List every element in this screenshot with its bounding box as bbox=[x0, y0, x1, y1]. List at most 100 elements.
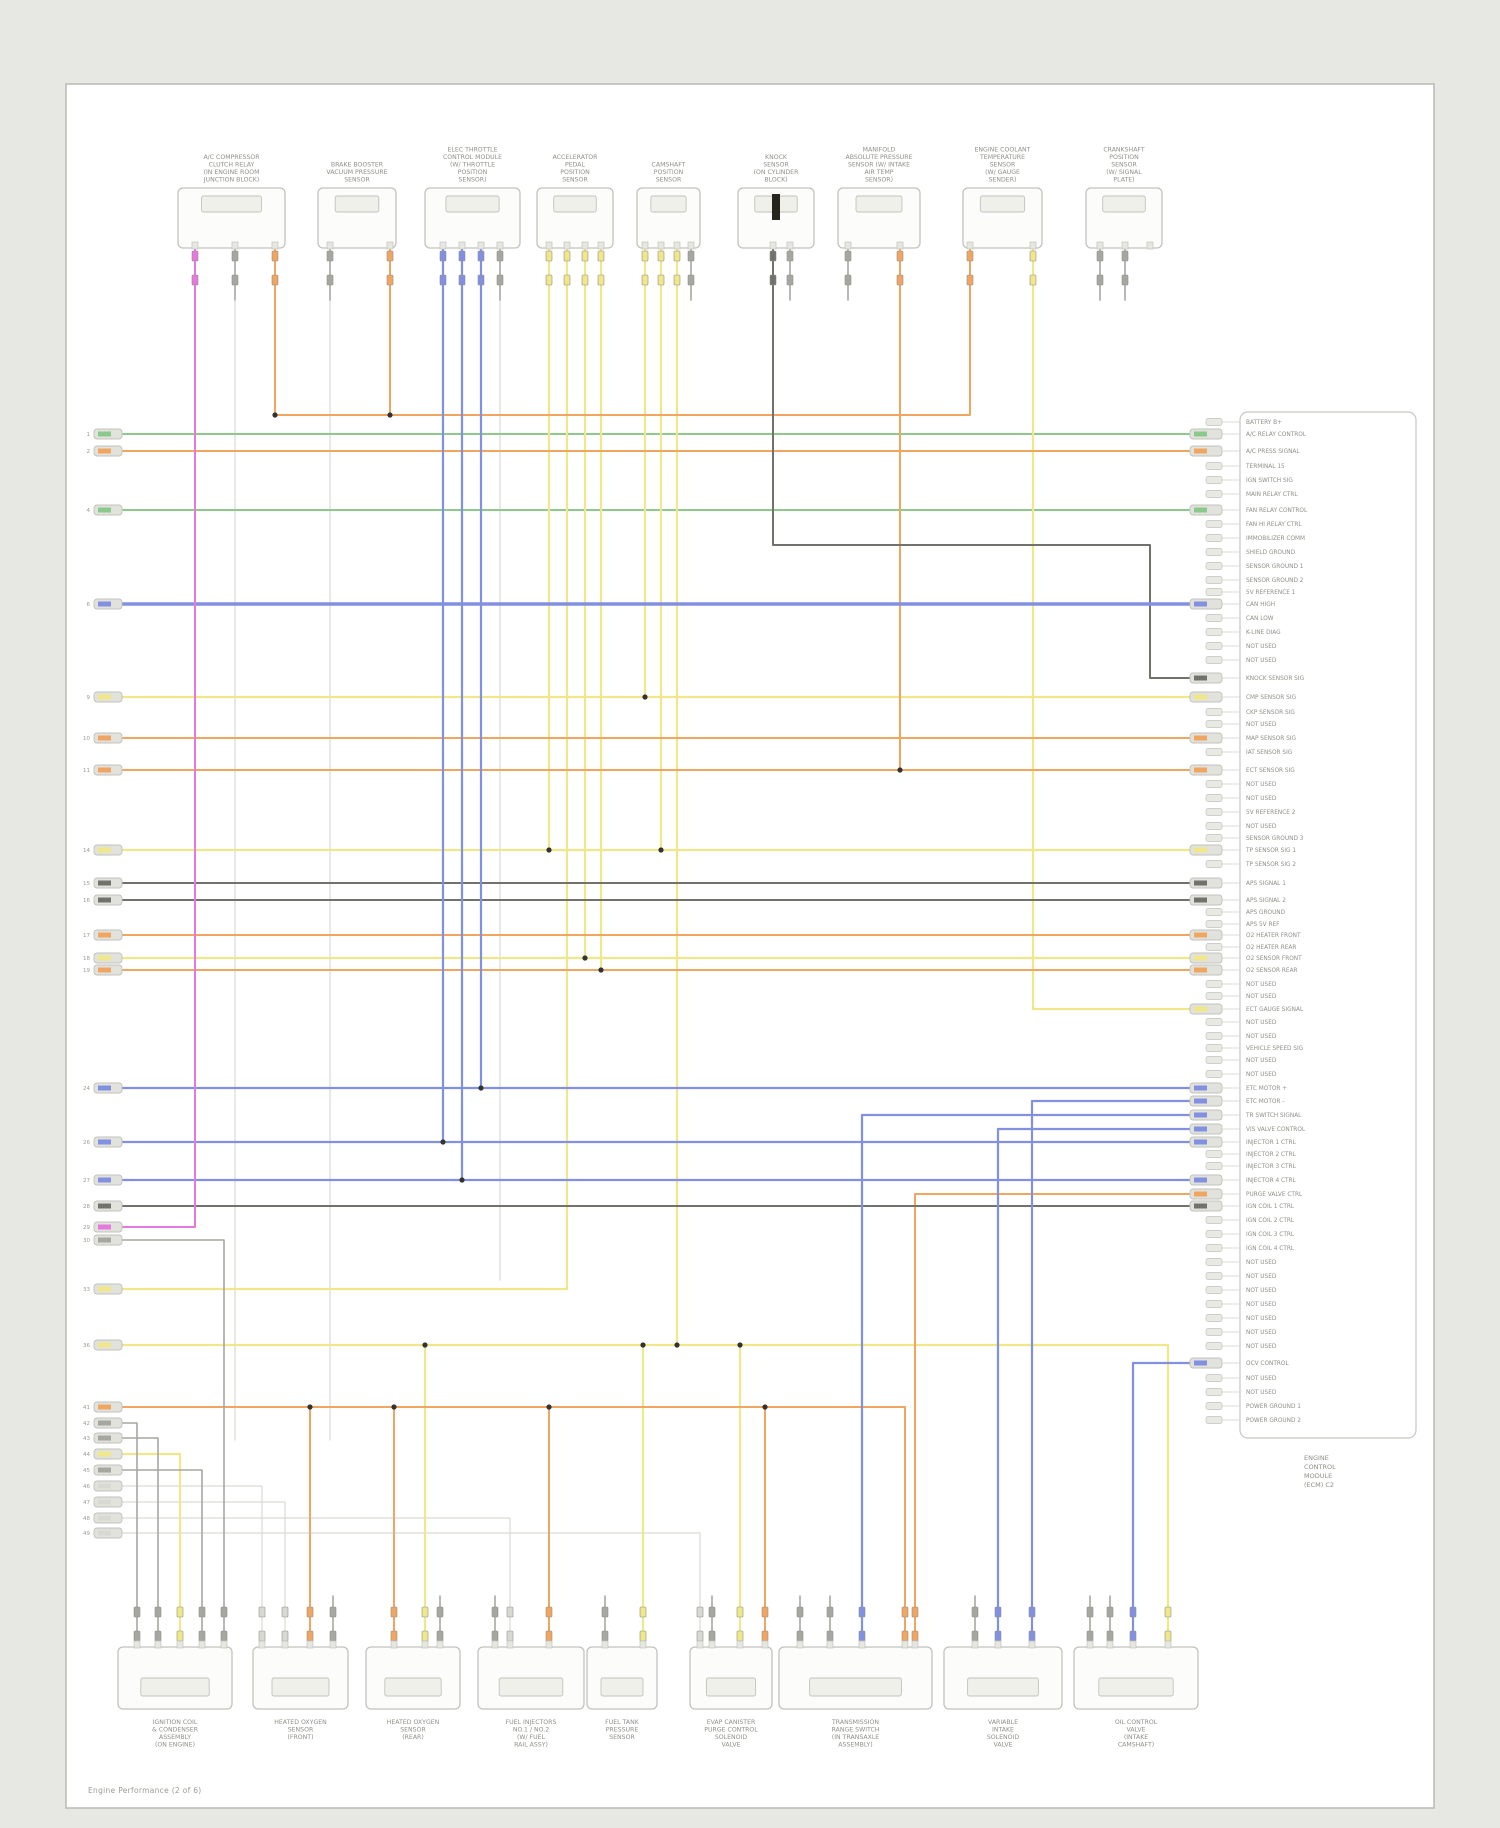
ecm-row-label: APS SIGNAL 2 bbox=[1246, 898, 1286, 904]
left-pin-color bbox=[98, 1286, 111, 1292]
terminal-mark bbox=[601, 1630, 609, 1642]
component-label: (ON CYLINDER bbox=[754, 169, 799, 176]
component-label: SENSOR bbox=[609, 1734, 635, 1741]
terminal-mark bbox=[639, 1606, 647, 1618]
component-label: CAMSHAFT bbox=[652, 162, 686, 169]
component-pin bbox=[601, 1640, 609, 1649]
ecm-pin-color bbox=[1194, 601, 1207, 607]
ecm-row-label: NOT USED bbox=[1246, 658, 1277, 664]
ecm-row-label: NOT USED bbox=[1246, 1302, 1277, 1308]
left-pin-number: 2 bbox=[87, 449, 91, 455]
component-label: EVAP CANISTER bbox=[707, 1719, 756, 1726]
terminal-mark bbox=[597, 274, 605, 286]
terminal-mark bbox=[844, 274, 852, 286]
ecm-row-label: FAN RELAY CONTROL bbox=[1246, 508, 1308, 514]
ecm-pin-color bbox=[1194, 1177, 1207, 1183]
ecm-row-label: ECT SENSOR SIG bbox=[1246, 768, 1295, 774]
component-pin bbox=[390, 1640, 398, 1649]
ecm-row-label: MAP SENSOR SIG bbox=[1246, 736, 1296, 742]
wire-orange bbox=[274, 247, 971, 416]
component-pin bbox=[491, 1640, 499, 1649]
component-pin bbox=[769, 241, 777, 250]
ecm-pin-stub bbox=[1205, 794, 1223, 802]
ecm-pin-stub bbox=[1205, 1402, 1223, 1410]
terminal-mark bbox=[826, 1606, 834, 1618]
component-label: SENSOR bbox=[990, 162, 1016, 169]
component-label: (INTAKE bbox=[1124, 1734, 1148, 1741]
component-label: POSITION bbox=[560, 169, 590, 176]
component-label: & CONDENSER bbox=[152, 1727, 199, 1734]
terminal-mark bbox=[896, 250, 904, 262]
component-label: BRAKE BOOSTER bbox=[331, 162, 384, 169]
ecm-pin-color bbox=[1194, 1139, 1207, 1145]
ecm-row-label: K-LINE DIAG bbox=[1246, 630, 1281, 636]
ecm-row-label: NOT USED bbox=[1246, 1274, 1277, 1280]
component-label: POSITION bbox=[1109, 154, 1139, 161]
component-pin bbox=[563, 241, 571, 250]
component-label: SENSOR) bbox=[459, 177, 487, 184]
left-pin-color bbox=[98, 1467, 111, 1473]
terminal-mark bbox=[971, 1630, 979, 1642]
terminal-mark bbox=[458, 274, 466, 286]
ecm-pin-stub bbox=[1205, 1056, 1223, 1064]
left-pin-number: 10 bbox=[83, 736, 90, 742]
component-label: HEATED OXYGEN bbox=[387, 1719, 440, 1726]
ecm-row-label: NOT USED bbox=[1246, 796, 1277, 802]
terminal-mark bbox=[761, 1630, 769, 1642]
ecm-note-line: MODULE bbox=[1304, 1472, 1332, 1480]
component-pin bbox=[220, 1640, 228, 1649]
terminal-mark bbox=[154, 1606, 162, 1618]
component-label: CONTROL MODULE bbox=[443, 154, 502, 161]
ecm-pin-color bbox=[1194, 847, 1207, 853]
terminal-mark bbox=[641, 274, 649, 286]
wire-magenta bbox=[121, 247, 196, 1228]
terminal-mark bbox=[191, 274, 199, 286]
component-label: (REAR) bbox=[402, 1734, 424, 1741]
junction-dot bbox=[640, 1342, 646, 1348]
ecm-pin-stub bbox=[1205, 1044, 1223, 1052]
ecm-pin-stub bbox=[1205, 1374, 1223, 1382]
component-label: A/C COMPRESSOR bbox=[203, 154, 260, 161]
junction-dot bbox=[897, 767, 903, 773]
terminal-mark bbox=[439, 274, 447, 286]
component-pin bbox=[545, 1640, 553, 1649]
terminal-mark bbox=[1121, 250, 1129, 262]
component-label: CRANKSHAFT bbox=[1103, 147, 1145, 154]
terminal-mark bbox=[971, 1606, 979, 1618]
terminal-mark bbox=[458, 250, 466, 262]
ecm-row-label: NOT USED bbox=[1246, 1058, 1277, 1064]
terminal-mark bbox=[1096, 250, 1104, 262]
terminal-mark bbox=[176, 1630, 184, 1642]
left-pin-number: 1 bbox=[87, 432, 91, 438]
component-inner bbox=[855, 195, 903, 213]
component-pin bbox=[581, 241, 589, 250]
left-pin-color bbox=[98, 448, 111, 454]
junction-dot bbox=[642, 694, 648, 700]
terminal-mark bbox=[390, 1630, 398, 1642]
terminal-mark bbox=[563, 274, 571, 286]
ecm-row-label: O2 SENSOR REAR bbox=[1246, 968, 1298, 974]
left-pin-color bbox=[98, 767, 111, 773]
ecm-pin-stub bbox=[1205, 708, 1223, 716]
ecm-pin-color bbox=[1194, 1085, 1207, 1091]
left-pin-color bbox=[98, 1342, 111, 1348]
ecm-row-label: IGN SWITCH SIG bbox=[1246, 478, 1293, 484]
ecm-pin-stub bbox=[1205, 980, 1223, 988]
terminal-mark bbox=[306, 1606, 314, 1618]
left-pin-color bbox=[98, 601, 111, 607]
left-pin-number: 48 bbox=[83, 1516, 90, 1522]
component-label: TRANSMISSION bbox=[831, 1719, 879, 1726]
component-pin bbox=[901, 1640, 909, 1649]
ecm-pin-color bbox=[1194, 675, 1207, 681]
component-inner bbox=[1102, 195, 1146, 213]
left-pin-color bbox=[98, 1237, 111, 1243]
component-pin bbox=[386, 241, 394, 250]
ecm-row-label: O2 HEATER FRONT bbox=[1246, 933, 1301, 939]
component-pin bbox=[673, 241, 681, 250]
left-pin-number: 42 bbox=[83, 1421, 90, 1427]
component-pin bbox=[761, 1640, 769, 1649]
component-label: VALVE bbox=[1127, 1727, 1146, 1734]
ecm-row-label: APS GROUND bbox=[1246, 910, 1286, 916]
ecm-row-label: SENSOR GROUND 1 bbox=[1246, 564, 1304, 570]
ecm-pin-stub bbox=[1205, 834, 1223, 842]
